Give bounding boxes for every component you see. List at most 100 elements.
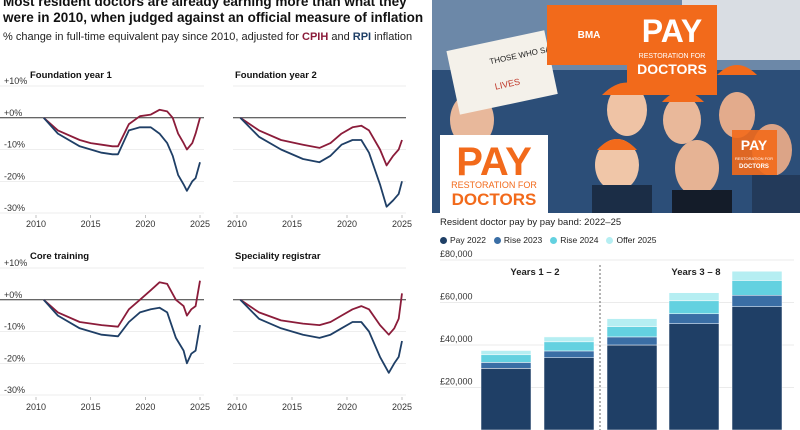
chart-headline: Most resident doctors are already earnin… (3, 0, 424, 25)
y-tick-label: -10% (4, 322, 25, 332)
x-tick-label: 2025 (392, 402, 412, 412)
sign3-restoration-text: RESTORATION FOR (735, 156, 773, 161)
series-line-rpi (43, 117, 201, 192)
bar-segment-pay-2022 (668, 323, 720, 430)
bar-segment-pay-2022 (543, 357, 595, 430)
legend-item: Rise 2024 (550, 235, 598, 245)
pay-band-chart-panel: Resident doctor pay by pay band: 2022–25… (432, 213, 800, 430)
bar-segment-rise-2024 (543, 341, 595, 352)
line-panel-1: 2010 2015 2020 2025 (227, 85, 412, 229)
bma-logo-banner: BMA (547, 5, 632, 65)
line-panel-3: 2010 2015 2020 2025 (227, 267, 412, 412)
sign1-restoration-text: RESTORATION FOR (451, 180, 537, 190)
legend-item: Offer 2025 (606, 235, 657, 245)
bar-segment-rise-2024 (606, 326, 658, 338)
bar-segment-rise-2024 (668, 300, 720, 315)
y-tick-label: -20% (4, 171, 25, 181)
bar-segment-rise-2024 (480, 354, 532, 363)
legend-label: Offer 2025 (616, 235, 657, 245)
pay-band-legend: Pay 2022 Rise 2023 Rise 2024 Offer 2025 (440, 235, 657, 245)
x-tick-label: 2015 (81, 402, 101, 412)
sign3-doctors-text: DOCTORS (739, 164, 769, 170)
series-line-cpih (239, 293, 403, 336)
sign2-restoration-text: RESTORATION FOR (639, 53, 706, 60)
bar-segment-rise-2023 (731, 295, 783, 308)
bar-segment-rise-2023 (543, 350, 595, 358)
legend-label: Rise 2023 (503, 235, 543, 245)
panel-title-core: Core training (30, 251, 90, 262)
bar-segment-offer-2025 (731, 271, 783, 281)
bar-segment-pay-2022 (480, 368, 532, 430)
panel-title-fy2: Foundation year 2 (235, 70, 317, 81)
bar-segment-offer-2025 (606, 318, 658, 327)
legend-item: Rise 2023 (493, 235, 543, 245)
y-tick-label: +10% (4, 258, 27, 268)
y-tick-label: £40,000 (440, 334, 473, 344)
y-tick-label: £60,000 (440, 292, 473, 302)
bar-segment-rise-2023 (480, 362, 532, 369)
legend-swatch (440, 236, 447, 244)
bar-segment-pay-2022 (606, 344, 658, 430)
bar-segment-offer-2025 (668, 292, 720, 302)
subtitle-cpih: CPIH (302, 31, 329, 43)
x-tick-label: 2015 (282, 402, 302, 412)
bar-segment-rise-2023 (668, 313, 720, 324)
y-tick-label: -30% (4, 203, 25, 213)
bar-segment-rise-2023 (606, 336, 658, 346)
x-tick-label: 2020 (337, 402, 357, 412)
protest-photo-illustration: PAY RESTORATION FOR DOCTORS PAY RESTORAT… (432, 0, 800, 213)
bar-segment-pay-2022 (731, 306, 783, 430)
series-line-rpi (239, 117, 403, 208)
sign1-doctors-text: DOCTORS (452, 190, 537, 209)
x-tick-label: 2025 (392, 219, 412, 229)
pay-band-bars-svg: £20,000 £40,000 £60,000 £80,000 Years 1 – 2 Y… (440, 249, 794, 430)
handwritten-sign: THOSE WHO SAVE LIVES (446, 30, 561, 115)
y-tick-label: -30% (4, 385, 25, 395)
sign2-doctors-text: DOCTORS (637, 61, 707, 77)
x-tick-label: 2025 (190, 402, 210, 412)
sign3-pay-text: PAY (741, 137, 768, 153)
sign-pay-top-center: PAY RESTORATION FOR DOCTORS (627, 5, 717, 95)
series-line-rpi (239, 299, 403, 374)
series-line-cpih (239, 117, 403, 167)
group-label: Years 1 – 2 (510, 267, 559, 278)
line-panel-0: +10% +0% -10% -20% -30%2010 2015 2020 2025 (0, 76, 210, 229)
line-charts-svg: +10%+0%-10%-20%-30%2010 2015 2020 2025 2010 2… (0, 76, 412, 412)
line-panel-2: +10% +0% -10% -20% -30%2010 2015 2020 2025 (0, 258, 210, 412)
legend-swatch (493, 236, 501, 244)
panel-title-registrar: Speciality registrar (235, 251, 321, 262)
bar-segment-offer-2025 (480, 350, 532, 356)
sign-pay-right: PAY RESTORATION FOR DOCTORS (732, 130, 777, 175)
legend-label: Pay 2022 (450, 235, 486, 245)
bar-chart-group: £20,000 £40,000 £60,000 £80,000 Years 1 – 2 Y… (440, 249, 794, 430)
left-chart-panel: Most resident doctors are already earnin… (0, 0, 424, 430)
group-label: Years 3 – 8 (671, 267, 720, 278)
sign1-pay-text: PAY (456, 140, 532, 184)
x-tick-label: 2015 (282, 219, 302, 229)
x-tick-label: 2010 (26, 402, 46, 412)
x-tick-label: 2020 (135, 219, 155, 229)
bar-segment-rise-2024 (731, 280, 783, 296)
subtitle-and: and (328, 31, 353, 43)
subtitle-prefix: % change in full-time equivalent pay sin… (3, 31, 303, 43)
bma-logo-text: BMA (578, 30, 601, 41)
x-tick-label: 2015 (81, 219, 101, 229)
sign2-pay-text: PAY (642, 13, 702, 49)
y-tick-label: +10% (4, 76, 27, 86)
source-fragment: … (350, 424, 359, 430)
legend-item: Pay 2022 (440, 235, 486, 245)
legend-swatch (606, 236, 614, 244)
series-line-cpih (43, 108, 201, 151)
sign-pay-bottom-left: PAY RESTORATION FOR DOCTORS (440, 135, 548, 213)
x-tick-label: 2020 (337, 219, 357, 229)
y-tick-label: £20,000 (440, 377, 473, 387)
x-tick-label: 2010 (227, 219, 247, 229)
y-tick-label: +0% (4, 108, 22, 118)
y-tick-label: -20% (4, 353, 25, 363)
y-tick-label: -10% (4, 140, 25, 150)
x-tick-label: 2010 (227, 402, 247, 412)
pay-band-chart-title: Resident doctor pay by pay band: 2022–25 (440, 217, 622, 228)
x-tick-label: 2020 (135, 402, 155, 412)
legend-label: Rise 2024 (560, 235, 599, 245)
x-tick-label: 2025 (190, 219, 210, 229)
